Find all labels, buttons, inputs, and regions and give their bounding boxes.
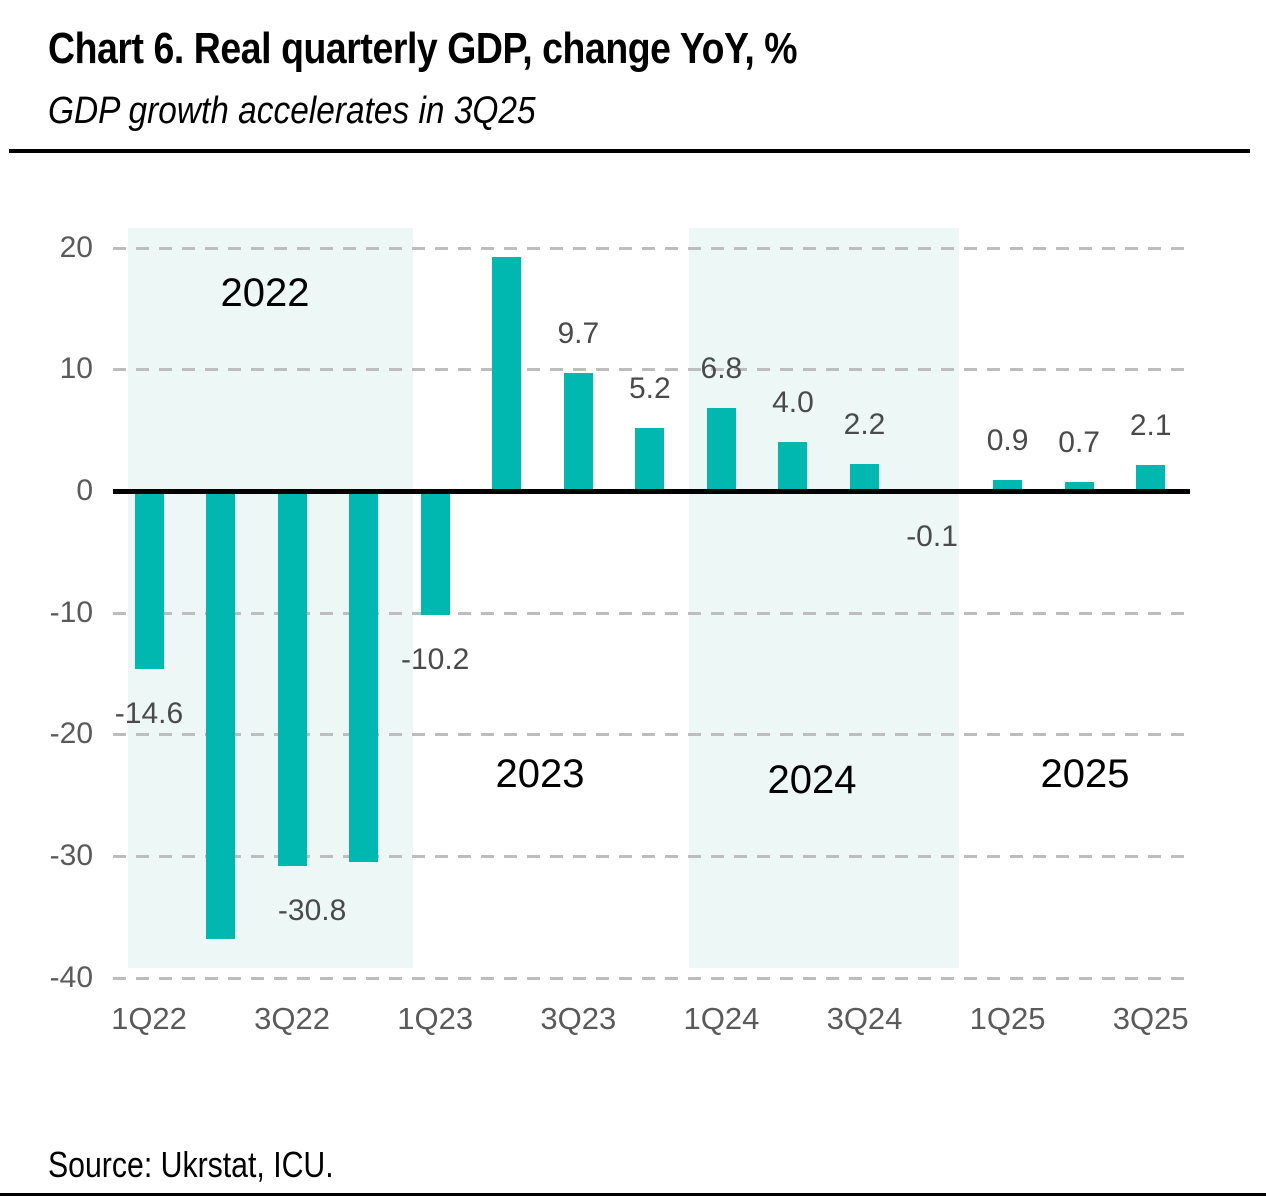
x-tick-label: 3Q24 [826, 1001, 903, 1036]
year-label: 2022 [220, 271, 310, 315]
year-label: 2023 [495, 752, 585, 796]
grid-line [113, 368, 1193, 372]
y-tick-label: -20 [49, 717, 93, 751]
y-tick-label: 0 [76, 474, 93, 507]
grid-line [113, 246, 1193, 250]
x-tick-label: 1Q23 [397, 1001, 474, 1036]
bar-value-label: 4.0 [772, 386, 814, 420]
zero-axis-line [113, 489, 1190, 494]
bar-value-label: -10.2 [400, 643, 470, 677]
bar-value-label: 5.2 [628, 371, 671, 405]
chart-subtitle: GDP growth accelerates in 3Q25 [48, 90, 536, 132]
y-tick-label: 20 [59, 230, 93, 264]
bar-value-label: 0.9 [986, 424, 1029, 458]
bar-value-label: -0.1 [906, 520, 958, 554]
bar-value-label: 0.7 [1058, 426, 1100, 460]
grid-line [113, 611, 1193, 615]
x-tick-label: 3Q23 [540, 1001, 617, 1036]
year-label: 2025 [1040, 752, 1130, 796]
year-band [689, 228, 959, 968]
bar [349, 491, 379, 863]
bar [134, 491, 164, 669]
x-tick-label: 3Q25 [1112, 1001, 1189, 1036]
bottom-rule [0, 1193, 1266, 1196]
bar-value-label: -14.6 [114, 696, 184, 730]
grid-line [113, 976, 1193, 980]
bar [778, 442, 808, 491]
bar [492, 257, 522, 491]
bar [563, 372, 593, 491]
bar-value-label: 6.8 [700, 352, 743, 386]
y-tick-label: -30 [49, 839, 93, 873]
y-tick-label: 10 [59, 352, 93, 386]
bar [420, 491, 450, 616]
bar [1136, 465, 1166, 491]
x-tick-label: 1Q22 [111, 1001, 187, 1036]
bar [206, 491, 236, 939]
bar-value-label: 2.1 [1129, 409, 1172, 443]
x-tick-label: 3Q22 [254, 1001, 331, 1036]
y-tick-label: -10 [49, 595, 93, 629]
chart-title: Chart 6. Real quarterly GDP, change YoY,… [48, 24, 798, 73]
bar [993, 480, 1023, 491]
y-tick-label: -40 [49, 960, 93, 994]
bar-value-label: 2.2 [843, 408, 886, 442]
x-tick-label: 1Q25 [969, 1001, 1046, 1036]
bar [277, 491, 307, 866]
year-label: 2024 [767, 758, 857, 802]
x-tick-label: 1Q24 [683, 1001, 760, 1036]
grid-line [113, 855, 1193, 859]
grid-line [113, 733, 1193, 737]
bar [635, 427, 665, 491]
bar-value-label: 9.7 [557, 316, 600, 350]
header-rule [9, 149, 1250, 153]
bar [706, 408, 736, 491]
bar [1064, 482, 1094, 491]
source-note: Source: Ukrstat, ICU. [48, 1144, 334, 1185]
bar [850, 464, 879, 491]
bar-value-label: -30.8 [277, 893, 347, 927]
